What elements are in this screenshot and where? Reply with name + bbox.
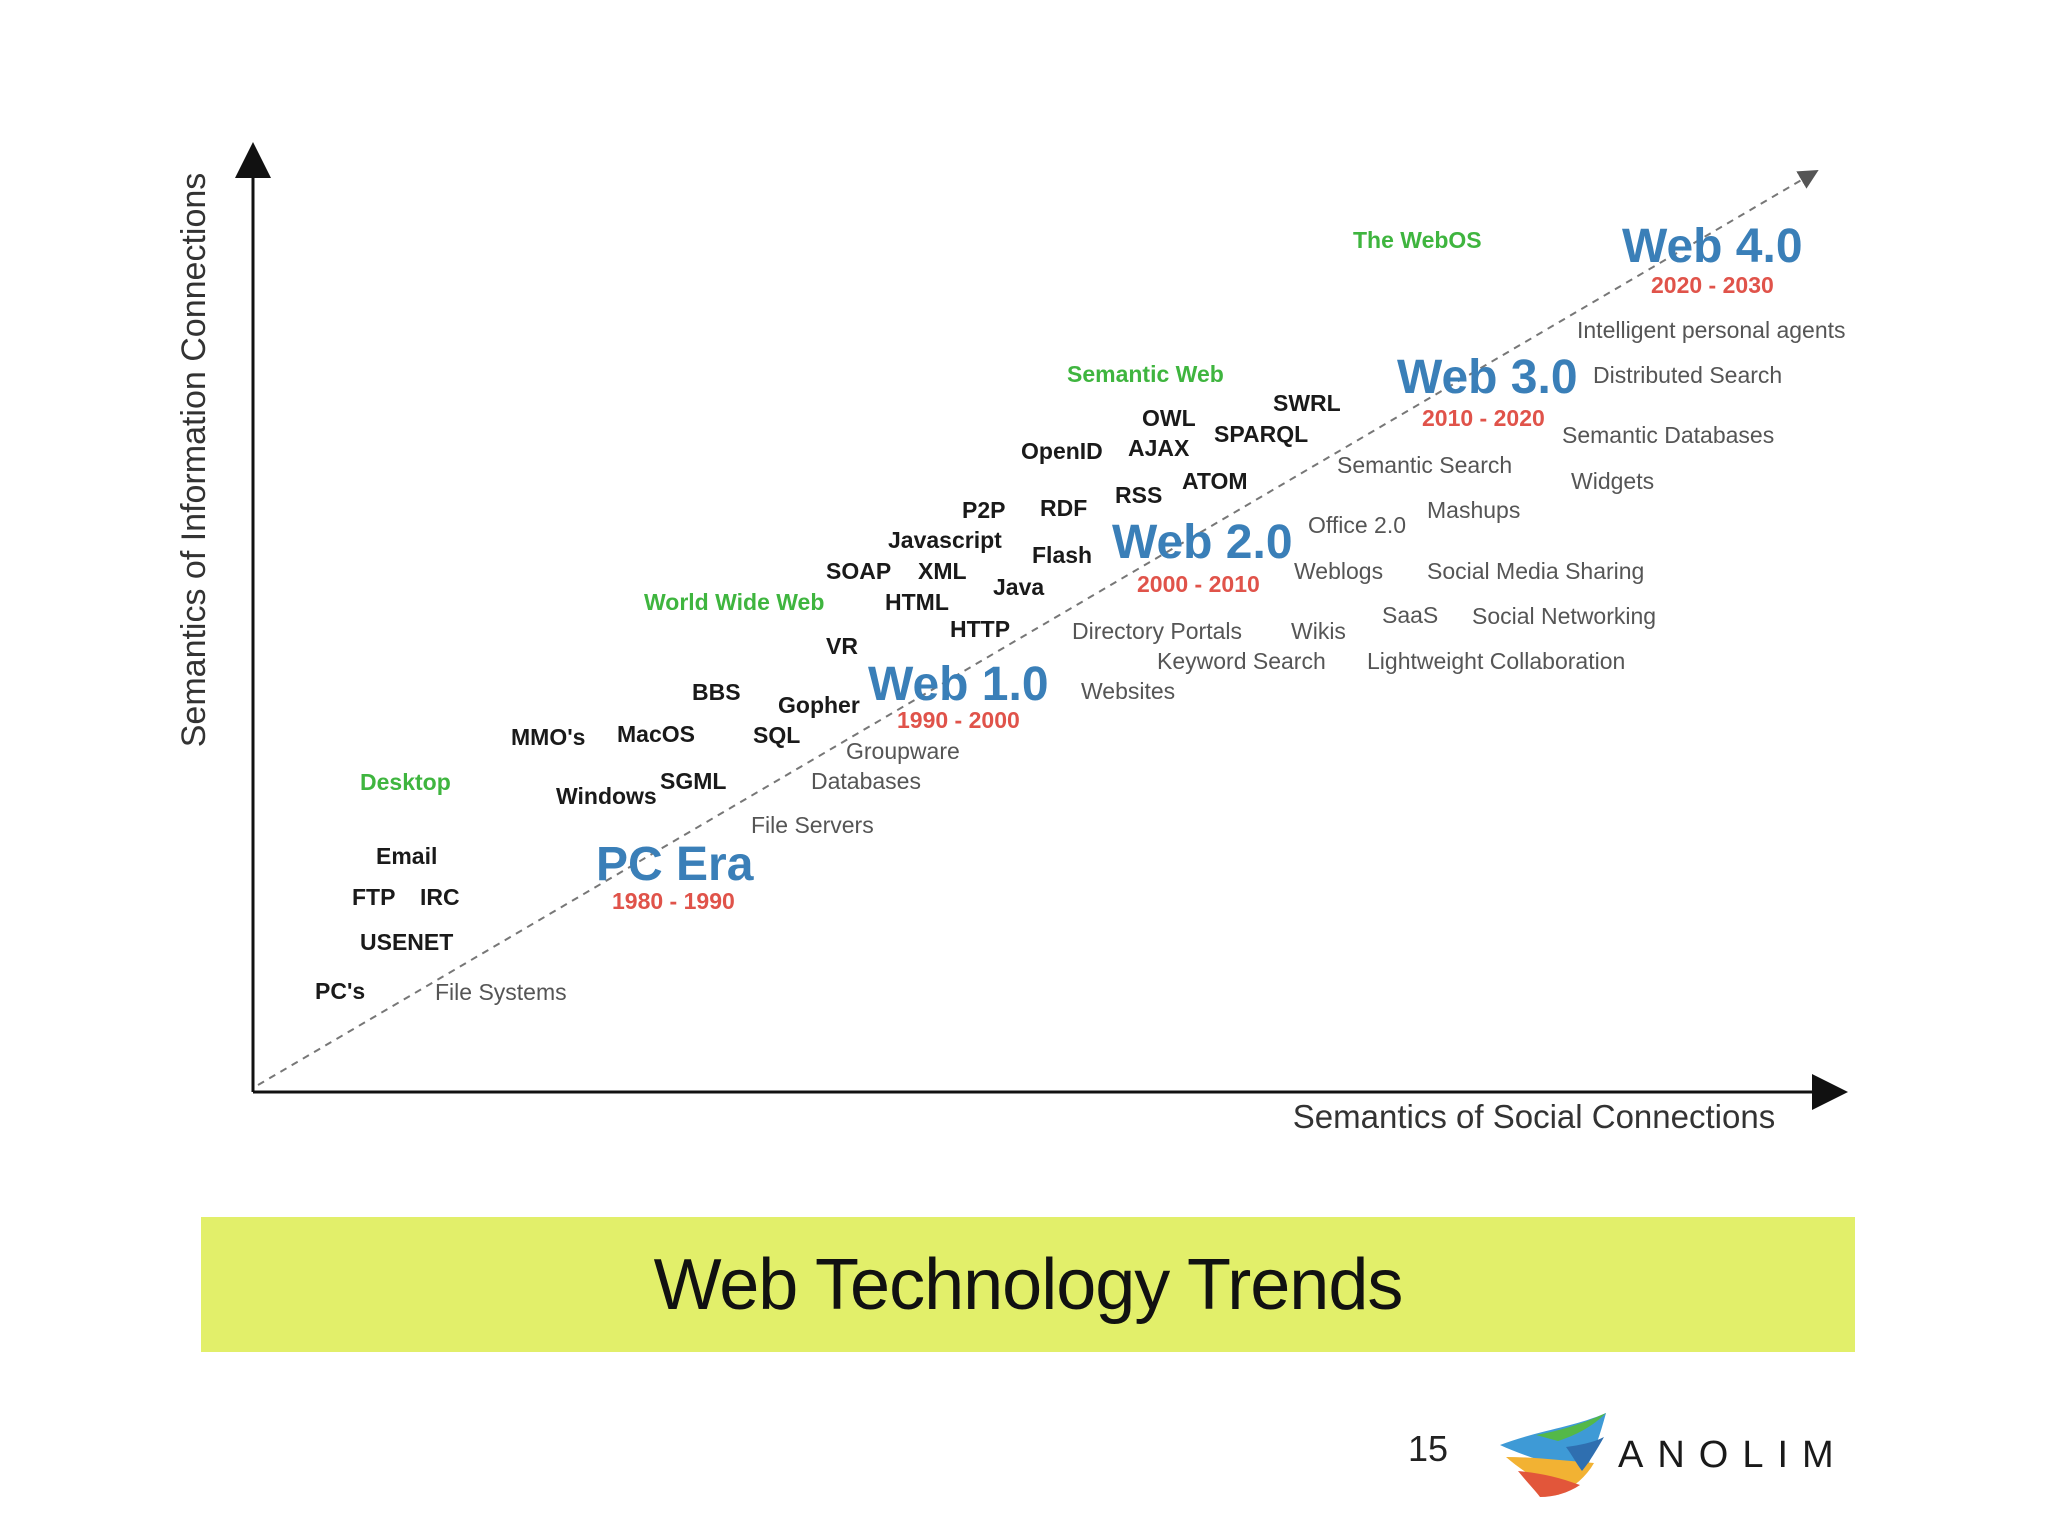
tech-javascript: Javascript <box>888 527 1002 553</box>
tech-sql: SQL <box>753 722 800 748</box>
app-widgets: Widgets <box>1571 468 1654 494</box>
category-the-webos: The WebOS <box>1353 227 1482 253</box>
app-lightweight-collaboration: Lightweight Collaboration <box>1367 648 1625 674</box>
tech-html: HTML <box>885 589 949 615</box>
anolim-logo: ANOLIM <box>1500 1413 1848 1497</box>
era-web-2: Web 2.0 <box>1112 516 1293 569</box>
tech-macos: MacOS <box>617 721 695 747</box>
app-keyword-search: Keyword Search <box>1157 648 1326 674</box>
page-number: 15 <box>1408 1428 1449 1469</box>
tech-soap: SOAP <box>826 558 891 584</box>
era-web-3: Web 3.0 <box>1397 351 1578 404</box>
tech-usenet: USENET <box>360 929 453 955</box>
slide-title: Web Technology Trends <box>653 1244 1404 1325</box>
app-semantic-search: Semantic Search <box>1337 452 1512 478</box>
years-web-3: 2010 - 2020 <box>1422 405 1545 431</box>
app-intelligent-personal-agents: Intelligent personal agents <box>1577 317 1846 343</box>
app-social-media-sharing: Social Media Sharing <box>1427 558 1644 584</box>
tech-swrl: SWRL <box>1273 390 1341 416</box>
app-file-servers: File Servers <box>751 812 874 838</box>
category-desktop: Desktop <box>360 769 451 795</box>
tech-ajax: AJAX <box>1128 435 1190 461</box>
tech-mmos: MMO's <box>511 724 585 750</box>
tech-flash: Flash <box>1032 542 1092 568</box>
trend-line <box>257 169 1819 1086</box>
era-web-4: Web 4.0 <box>1622 220 1803 273</box>
app-distributed-search: Distributed Search <box>1593 362 1782 388</box>
logo-text: ANOLIM <box>1618 1434 1848 1476</box>
tech-ftp: FTP <box>352 884 395 910</box>
tech-gopher: Gopher <box>778 692 860 718</box>
tech-rdf: RDF <box>1040 495 1087 521</box>
tech-bbs: BBS <box>692 679 741 705</box>
tech-email: Email <box>376 843 437 869</box>
app-social-networking: Social Networking <box>1472 603 1656 629</box>
category-world-wide-web: World Wide Web <box>644 589 824 615</box>
years-web-2: 2000 - 2010 <box>1137 571 1260 597</box>
tech-irc: IRC <box>420 884 460 910</box>
x-axis-label: Semantics of Social Connections <box>1293 1098 1775 1135</box>
tech-owl: OWL <box>1142 405 1196 431</box>
era-web-1: Web 1.0 <box>868 658 1049 711</box>
app-directory-portals: Directory Portals <box>1072 618 1242 644</box>
y-axis-label: Semantics of Information Connections <box>175 173 213 748</box>
tech-openid: OpenID <box>1021 438 1103 464</box>
years-web-4: 2020 - 2030 <box>1651 272 1774 298</box>
app-groupware: Groupware <box>846 738 960 764</box>
tech-p2p: P2P <box>962 497 1005 523</box>
app-wikis: Wikis <box>1291 618 1346 644</box>
category-semantic-web: Semantic Web <box>1067 361 1224 387</box>
app-weblogs: Weblogs <box>1294 558 1383 584</box>
title-bar: Web Technology Trends <box>201 1217 1855 1352</box>
app-websites: Websites <box>1081 678 1175 704</box>
tech-sparql: SPARQL <box>1214 421 1308 447</box>
years-web-1: 1990 - 2000 <box>897 707 1020 733</box>
app-semantic-databases: Semantic Databases <box>1562 422 1774 448</box>
app-saas: SaaS <box>1382 602 1438 628</box>
tech-atom: ATOM <box>1182 468 1248 494</box>
logo-mark-icon <box>1500 1413 1606 1497</box>
app-databases: Databases <box>811 768 921 794</box>
tech-sgml: SGML <box>660 768 726 794</box>
tech-http: HTTP <box>950 616 1010 642</box>
years-pc-era: 1980 - 1990 <box>612 888 735 914</box>
app-file-systems: File Systems <box>435 979 567 1005</box>
tech-java: Java <box>993 574 1044 600</box>
tech-pcs: PC's <box>315 978 365 1004</box>
app-mashups: Mashups <box>1427 497 1520 523</box>
tech-xml: XML <box>918 558 967 584</box>
app-office-2: Office 2.0 <box>1308 512 1406 538</box>
tech-windows: Windows <box>556 783 657 809</box>
tech-vr: VR <box>826 633 858 659</box>
era-pc-era: PC Era <box>596 838 754 891</box>
tech-rss: RSS <box>1115 482 1162 508</box>
